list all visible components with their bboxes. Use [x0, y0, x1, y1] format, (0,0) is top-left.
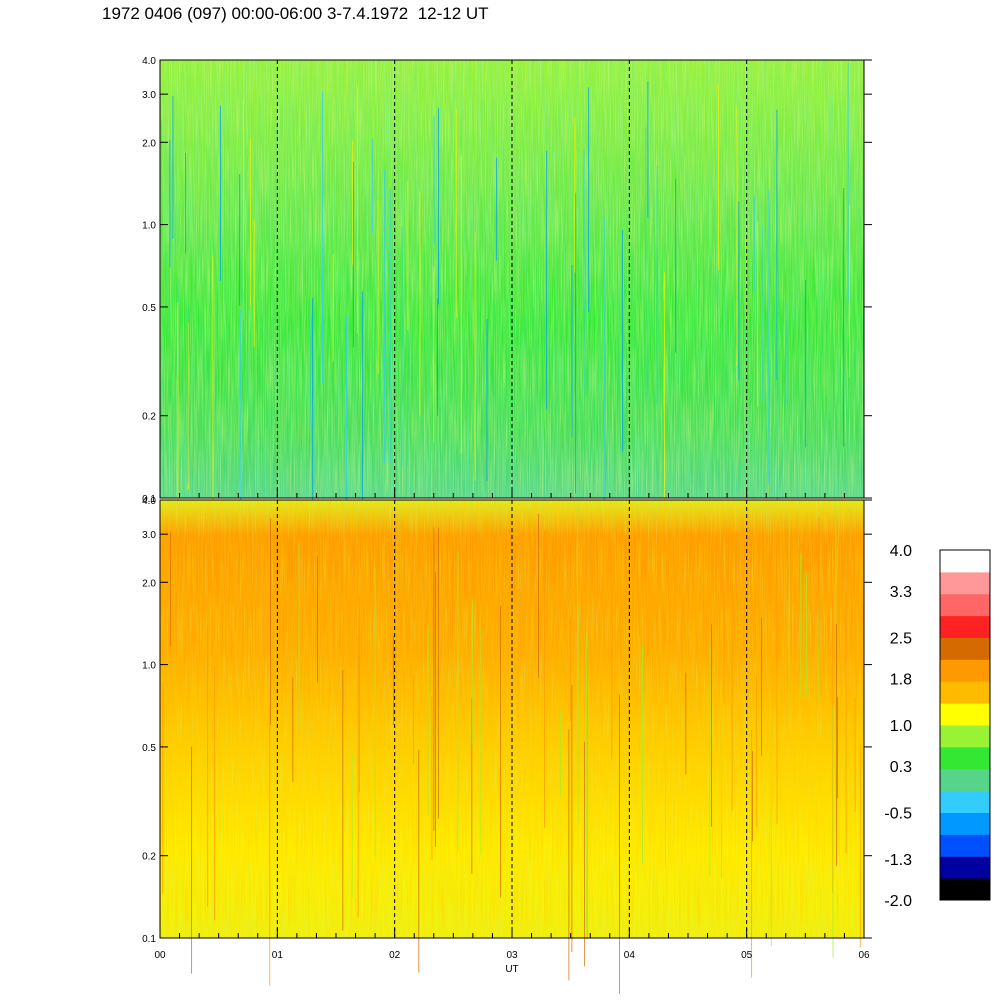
top-y-tick-label: 2.0: [142, 138, 156, 149]
colorbar-label: -2.0: [884, 893, 912, 910]
colorbar-label: 4.0: [890, 543, 912, 560]
colorbar-label: 1.8: [890, 671, 912, 688]
top-y-tick-label: 3.0: [142, 90, 156, 101]
x-tick-label: 01: [272, 950, 284, 961]
colorbar-label: -0.5: [884, 806, 912, 823]
colorbar-swatch: [940, 878, 990, 901]
x-tick-label: 00: [154, 950, 166, 961]
bottom-y-tick-label: 0.2: [142, 852, 156, 863]
top-y-tick-label: 1.0: [142, 221, 156, 232]
colorbar-swatch: [940, 790, 990, 813]
bottom-y-tick-label: 4.0: [142, 496, 156, 507]
bottom-y-tick-label: 1.0: [142, 661, 156, 672]
bottom-y-tick-label: 0.5: [142, 743, 156, 754]
colorbar-swatch: [940, 659, 990, 682]
bottom-spectrogram-panel: 0.1 0.2 0.5 1.0 2.0 3.0 4.0: [142, 496, 872, 994]
colorbar-swatch: [940, 615, 990, 638]
x-axis: 00 01 02 03 04 05 06 UT: [154, 950, 870, 975]
top-y-tick-label: 0.5: [142, 303, 156, 314]
x-tick-label: 05: [741, 950, 753, 961]
bottom-y-tick-label: 3.0: [142, 530, 156, 541]
bottom-y-tick-label: 0.1: [142, 934, 156, 945]
colorbar-label: 1.0: [890, 718, 912, 735]
colorbar-swatch: [940, 550, 990, 573]
colorbar-swatch: [940, 834, 990, 857]
colorbar-label: -1.3: [884, 852, 912, 869]
x-tick-label: 03: [506, 950, 518, 961]
colorbar-label: 2.5: [890, 631, 912, 648]
colorbar-swatch: [940, 571, 990, 595]
top-y-tick-label: 0.2: [142, 412, 156, 423]
colorbar-swatch: [940, 637, 990, 660]
top-y-tick-label: 4.0: [142, 56, 156, 67]
colorbar-swatch: [940, 703, 990, 726]
top-spectrogram-panel: 0.1 0.2 0.5 1.0 2.0 3.0 4.0: [142, 56, 872, 603]
colorbar-swatch: [940, 768, 990, 792]
x-tick-label: 04: [624, 950, 636, 961]
colorbar-swatch: [940, 812, 990, 835]
colorbar-swatch: [940, 593, 990, 617]
colorbar: 4.0 3.3 2.5 1.8 1.0 0.3 -0.5 -1.3 -2.0: [884, 543, 991, 910]
bottom-y-tick-label: 2.0: [142, 578, 156, 589]
colorbar-swatch: [940, 746, 990, 770]
x-axis-label: UT: [505, 964, 518, 975]
colorbar-label: 3.3: [890, 584, 912, 601]
x-tick-label: 02: [389, 950, 401, 961]
x-tick-label: 06: [858, 950, 870, 961]
chart-title: 1972 0406 (097) 00:00-06:00 3-7.4.1972 1…: [102, 4, 489, 23]
colorbar-swatch: [940, 681, 990, 704]
colorbar-swatch: [940, 725, 990, 748]
colorbar-label: 0.3: [890, 759, 912, 776]
colorbar-frame: [939, 549, 991, 901]
top-y-tick-label: 0.1: [142, 494, 156, 505]
colorbar-swatch: [940, 856, 990, 879]
